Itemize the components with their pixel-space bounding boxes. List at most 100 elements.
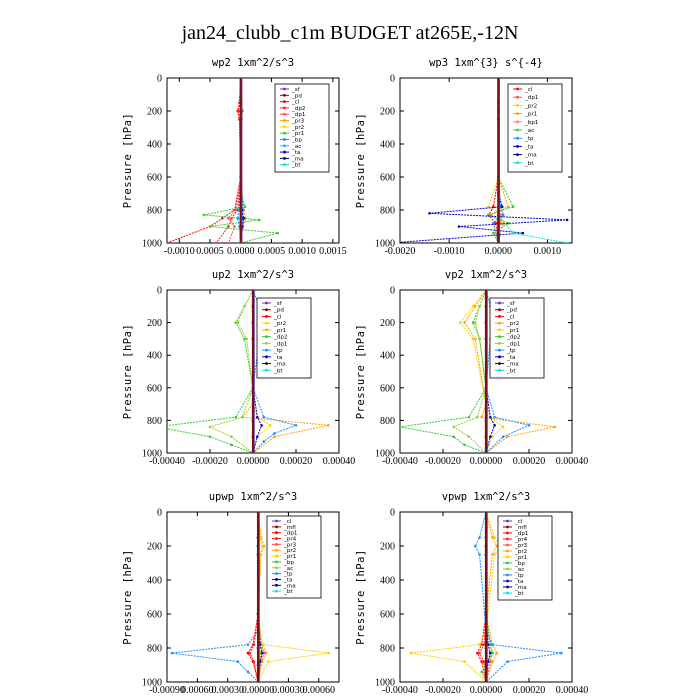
legend-label: _pr3 [283, 542, 297, 548]
legend-label: _tp [524, 136, 534, 142]
series-point [493, 553, 496, 556]
legend-label: _bt [283, 589, 293, 595]
legend-marker [516, 153, 519, 157]
legend-marker [498, 362, 501, 365]
legend-box [507, 83, 563, 173]
x-tick-label: 0.0000 [485, 246, 513, 257]
legend-label: _cl [273, 314, 282, 320]
legend-marker [265, 355, 268, 359]
legend-marker [498, 348, 501, 352]
y-tick-label: 200 [380, 542, 395, 553]
series-point [170, 651, 174, 655]
series-point [273, 432, 276, 435]
legend-marker [265, 335, 268, 339]
series-point [473, 544, 477, 548]
legend-marker [516, 136, 519, 140]
series-point [236, 321, 240, 324]
series-point [246, 651, 250, 655]
series-point [252, 643, 256, 646]
legend-label: _bp [291, 137, 302, 143]
x-tick-label: -0.0020 [385, 246, 416, 257]
series-point [506, 435, 509, 439]
legend-marker [283, 125, 286, 129]
y-tick-label: 800 [147, 206, 162, 217]
series-point [236, 216, 239, 220]
series-point [236, 660, 240, 663]
series-point [478, 651, 481, 655]
series-point [327, 651, 331, 655]
series-point [208, 425, 212, 429]
y-axis-label: Pressure [hPa] [122, 324, 134, 420]
legend-marker [283, 150, 286, 154]
legend-marker [506, 561, 509, 565]
legend-marker [283, 131, 286, 135]
x-tick-label: -0.00020 [425, 685, 461, 696]
legend-marker [498, 308, 501, 312]
legend-marker [506, 585, 509, 589]
y-tick-label: 0 [390, 508, 395, 519]
series-point [261, 643, 265, 646]
legend-label: _cl [524, 87, 533, 93]
x-tick-label: 0.00000 [470, 685, 503, 696]
legend-label: _bt [291, 163, 301, 169]
legend-label: _cl [283, 519, 292, 525]
y-tick-label: 400 [380, 140, 395, 151]
plot-panel-1: wp2 1xm^2/s^3 Pressure [hPa] 0 200 400 600 800… [122, 57, 347, 257]
x-tick-label: -0.00040 [149, 456, 185, 467]
panel-title: vpwp 1xm^2/s^3 [442, 491, 531, 503]
legend-label: _ac [291, 144, 301, 150]
legend-label: _dp1 [514, 531, 529, 537]
legend-marker [275, 525, 278, 529]
legend-marker [275, 548, 278, 552]
series-point [478, 337, 481, 341]
legend-label: _dp2 [291, 106, 305, 112]
series-line [257, 512, 329, 682]
series-point [257, 218, 261, 222]
legend-marker [275, 583, 278, 587]
series-point [260, 423, 263, 427]
y-tick-label: 800 [147, 644, 162, 655]
series-point [202, 213, 206, 217]
legend-label: _pd [273, 308, 284, 314]
y-tick-label: 600 [380, 383, 395, 394]
legend-marker [506, 543, 509, 547]
series-point [242, 216, 246, 220]
y-tick-label: 800 [380, 416, 395, 427]
legend-label: _sf [273, 301, 283, 307]
legend-label: _bp [283, 560, 294, 566]
series-point [463, 321, 466, 324]
legend-marker [506, 531, 509, 535]
legend-label: _cl [291, 100, 300, 106]
series-point [240, 415, 244, 419]
x-tick-label: 0.00060 [303, 685, 336, 696]
legend-label: _ma [514, 585, 527, 591]
series-point [491, 553, 494, 556]
series-point [268, 423, 272, 427]
series-point [492, 231, 495, 235]
legend-label: _pd [506, 308, 517, 314]
legend-marker [506, 567, 509, 571]
legend-label: _pr1 [283, 554, 297, 560]
legend-marker [275, 566, 278, 570]
series-point [471, 321, 475, 324]
series-line [452, 290, 487, 453]
legend-label: _ma [506, 362, 519, 368]
series-point [457, 225, 461, 228]
series-point [214, 241, 218, 243]
legend-marker [516, 104, 519, 107]
x-tick-label: 0.00020 [513, 456, 546, 467]
legend-label: _ma [524, 153, 537, 159]
series-line [410, 512, 502, 682]
series-point [487, 205, 490, 208]
legend-label: _bt [524, 161, 534, 167]
y-tick-label: 200 [147, 542, 162, 553]
y-tick-label: 800 [380, 644, 395, 655]
series-group [167, 78, 279, 243]
series-point [230, 443, 233, 447]
series-point [489, 643, 492, 646]
legend-marker [283, 156, 286, 160]
legend-marker [506, 549, 509, 553]
series-point [482, 643, 486, 646]
series-point [463, 443, 466, 447]
plot-frame [166, 511, 340, 683]
